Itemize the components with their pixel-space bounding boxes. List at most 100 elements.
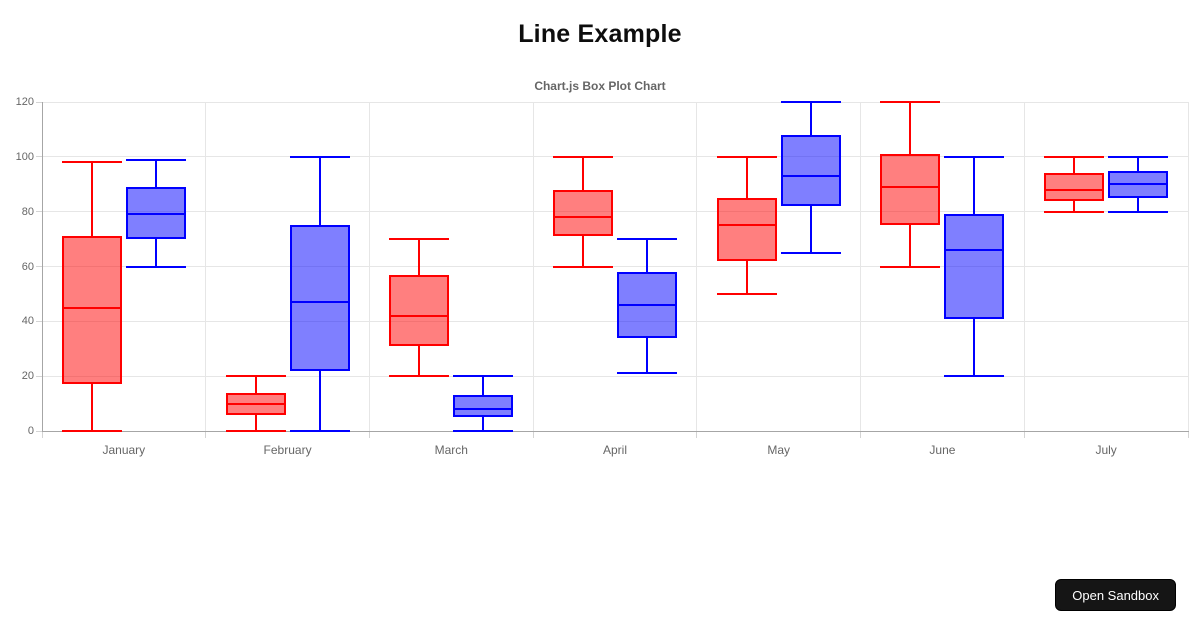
- open-sandbox-button[interactable]: Open Sandbox: [1055, 579, 1176, 611]
- box-red-dataset-april[interactable]: [553, 189, 613, 237]
- whisker-cap-max-blue-dataset-february: [289, 155, 350, 158]
- box-blue-dataset-march[interactable]: [453, 395, 514, 418]
- x-axis-tick: [1187, 432, 1189, 438]
- x-axis-tick: [532, 432, 534, 438]
- whisker-upper-red-dataset-june: [909, 102, 912, 155]
- x-axis-tick: [696, 432, 698, 438]
- whisker-lower-red-dataset-march: [418, 346, 421, 377]
- median-blue-dataset-march: [453, 408, 514, 411]
- whisker-lower-red-dataset-june: [909, 225, 912, 267]
- whisker-cap-min-blue-dataset-may: [780, 251, 841, 254]
- whisker-cap-min-blue-dataset-february: [289, 430, 350, 432]
- x-gridline: [368, 102, 370, 431]
- y-axis-tick: [36, 320, 42, 322]
- whisker-cap-min-red-dataset-june: [880, 265, 941, 268]
- whisker-upper-red-dataset-february: [254, 376, 257, 393]
- whisker-cap-max-blue-dataset-june: [944, 155, 1005, 158]
- whisker-lower-blue-dataset-april: [646, 337, 648, 374]
- whisker-upper-blue-dataset-july: [1137, 156, 1140, 171]
- median-red-dataset-july: [1044, 188, 1105, 191]
- x-axis-tick: [205, 432, 207, 438]
- box-blue-dataset-may[interactable]: [780, 134, 841, 207]
- whisker-cap-max-blue-dataset-may: [780, 101, 841, 103]
- whisker-cap-max-red-dataset-july: [1044, 155, 1105, 158]
- whisker-cap-max-red-dataset-may: [716, 155, 777, 158]
- x-axis-tick: [368, 432, 370, 438]
- whisker-lower-blue-dataset-july: [1137, 197, 1140, 212]
- median-blue-dataset-april: [617, 303, 677, 306]
- x-gridline: [1023, 102, 1025, 431]
- whisker-lower-blue-dataset-march: [482, 417, 485, 431]
- x-axis-tick: [1023, 432, 1025, 438]
- whisker-cap-min-red-dataset-january: [61, 430, 122, 432]
- x-axis-label: March: [434, 443, 468, 457]
- whisker-upper-red-dataset-july: [1073, 156, 1076, 174]
- y-axis-label: 80: [21, 205, 34, 218]
- whisker-lower-red-dataset-january: [90, 384, 93, 431]
- y-gridline: [42, 266, 1188, 267]
- whisker-lower-blue-dataset-february: [318, 370, 321, 431]
- chart-title: Chart.js Box Plot Chart: [534, 79, 666, 93]
- y-axis-tick: [36, 375, 42, 377]
- y-axis-label: 0: [27, 425, 34, 437]
- whisker-upper-blue-dataset-january: [154, 159, 157, 187]
- x-axis-label: July: [1095, 443, 1117, 457]
- whisker-lower-blue-dataset-may: [809, 206, 812, 253]
- box-red-dataset-july[interactable]: [1044, 173, 1105, 201]
- median-red-dataset-january: [61, 306, 122, 309]
- x-gridline: [860, 102, 862, 431]
- y-axis-tick: [36, 266, 42, 267]
- whisker-upper-red-dataset-january: [90, 162, 93, 237]
- x-axis-tick: [860, 432, 862, 438]
- whisker-lower-red-dataset-february: [254, 414, 257, 431]
- median-red-dataset-june: [880, 185, 941, 188]
- median-blue-dataset-july: [1108, 183, 1169, 186]
- whisker-cap-min-blue-dataset-march: [453, 430, 514, 432]
- y-gridline: [42, 375, 1188, 377]
- median-blue-dataset-may: [780, 175, 841, 178]
- box-red-dataset-january[interactable]: [61, 236, 122, 385]
- box-red-dataset-may[interactable]: [716, 197, 777, 261]
- median-red-dataset-april: [553, 216, 613, 219]
- x-gridline: [1187, 102, 1189, 431]
- box-blue-dataset-february[interactable]: [289, 225, 350, 371]
- median-red-dataset-may: [716, 224, 777, 227]
- x-axis-label: April: [602, 443, 627, 457]
- y-axis-tick: [36, 430, 42, 432]
- x-axis-label: January: [102, 443, 146, 457]
- whisker-lower-red-dataset-july: [1073, 200, 1076, 212]
- y-axis-label: 60: [21, 260, 34, 273]
- page-title: Line Example: [518, 20, 682, 48]
- whisker-upper-red-dataset-may: [745, 156, 748, 198]
- x-gridline: [532, 102, 534, 431]
- whisker-cap-min-blue-dataset-april: [617, 372, 677, 375]
- y-axis-tick: [36, 211, 42, 213]
- y-axis-label: 40: [21, 315, 34, 328]
- boxplot-chart: Chart.js Box Plot Chart 0 20 40 60 80 100 120 J…: [15, 79, 1189, 457]
- whisker-lower-blue-dataset-june: [973, 318, 976, 377]
- box-red-dataset-march[interactable]: [389, 274, 450, 346]
- whisker-cap-min-red-dataset-july: [1044, 210, 1105, 213]
- y-axis-label: 20: [21, 370, 34, 383]
- whisker-lower-red-dataset-may: [745, 261, 748, 294]
- whisker-lower-red-dataset-april: [582, 236, 584, 267]
- whisker-upper-blue-dataset-march: [482, 376, 485, 396]
- whisker-upper-blue-dataset-april: [646, 239, 648, 272]
- x-axis-line: [42, 430, 1189, 432]
- median-red-dataset-march: [389, 314, 450, 317]
- whisker-cap-min-blue-dataset-july: [1108, 210, 1169, 213]
- box-blue-dataset-january[interactable]: [125, 186, 186, 240]
- x-axis-tick: [41, 432, 43, 438]
- whisker-upper-red-dataset-april: [582, 156, 584, 190]
- y-axis-label: 120: [15, 96, 34, 108]
- x-gridline: [205, 102, 207, 431]
- y-gridline: [42, 156, 1188, 158]
- box-blue-dataset-june[interactable]: [944, 214, 1005, 319]
- median-red-dataset-february: [225, 402, 286, 405]
- y-gridline: [42, 101, 1188, 103]
- box-red-dataset-june[interactable]: [880, 154, 941, 226]
- y-gridline: [42, 320, 1188, 322]
- whisker-cap-max-blue-dataset-july: [1108, 155, 1169, 158]
- whisker-cap-max-red-dataset-january: [61, 161, 122, 164]
- whisker-upper-blue-dataset-june: [973, 156, 976, 215]
